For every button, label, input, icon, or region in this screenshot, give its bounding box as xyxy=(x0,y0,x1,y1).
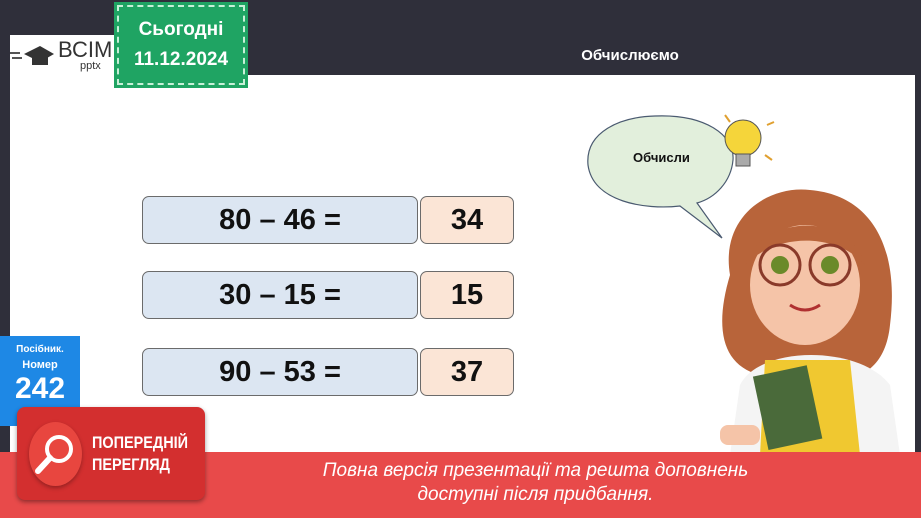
answer-box: 37 xyxy=(420,348,514,396)
exercise-row: 80 – 46 = 34 xyxy=(142,196,514,244)
graduation-cap-icon xyxy=(10,46,54,65)
date-label: Сьогодні xyxy=(138,19,224,40)
preview-line-2: ПЕРЕГЛЯД xyxy=(91,454,170,474)
textbook-label: Посібник. xyxy=(16,344,64,355)
logo-sub: pptx xyxy=(80,60,101,72)
expression-box: 90 – 53 = xyxy=(142,348,418,396)
lightbulb-icon xyxy=(724,114,775,167)
exercise-number: 242 xyxy=(14,372,66,405)
preview-line-1: ПОПЕРЕДНІЙ xyxy=(91,432,189,452)
logo-main: ВСІМ xyxy=(58,37,113,62)
preview-button[interactable]: ПОПЕРЕДНІЙ ПЕРЕГЛЯД xyxy=(17,407,205,500)
exercise-row: 90 – 53 = 37 xyxy=(142,348,514,396)
magnifier-icon xyxy=(29,421,82,486)
date-badge: Сьогодні 11.12.2024 xyxy=(114,2,248,88)
logo: ВСІМ pptx xyxy=(10,37,113,72)
answer-box: 15 xyxy=(420,271,514,319)
slide-title: Обчислюємо xyxy=(245,35,915,75)
speech-bubble xyxy=(587,114,775,239)
banner-line-2: доступні після придбання. xyxy=(417,484,654,505)
title-text: Обчислюємо xyxy=(581,46,679,64)
exercise-row: 30 – 15 = 15 xyxy=(142,271,514,319)
date-value: 11.12.2024 xyxy=(133,49,229,70)
teacher-illustration xyxy=(720,189,900,455)
expression-box: 80 – 46 = xyxy=(142,196,418,244)
banner-line-1: Повна версія презентації та решта доповн… xyxy=(322,460,749,481)
expression-box: 30 – 15 = xyxy=(142,271,418,319)
bubble-text: Обчисли xyxy=(633,150,690,165)
answer-box: 34 xyxy=(420,196,514,244)
number-label: Номер xyxy=(22,359,58,371)
